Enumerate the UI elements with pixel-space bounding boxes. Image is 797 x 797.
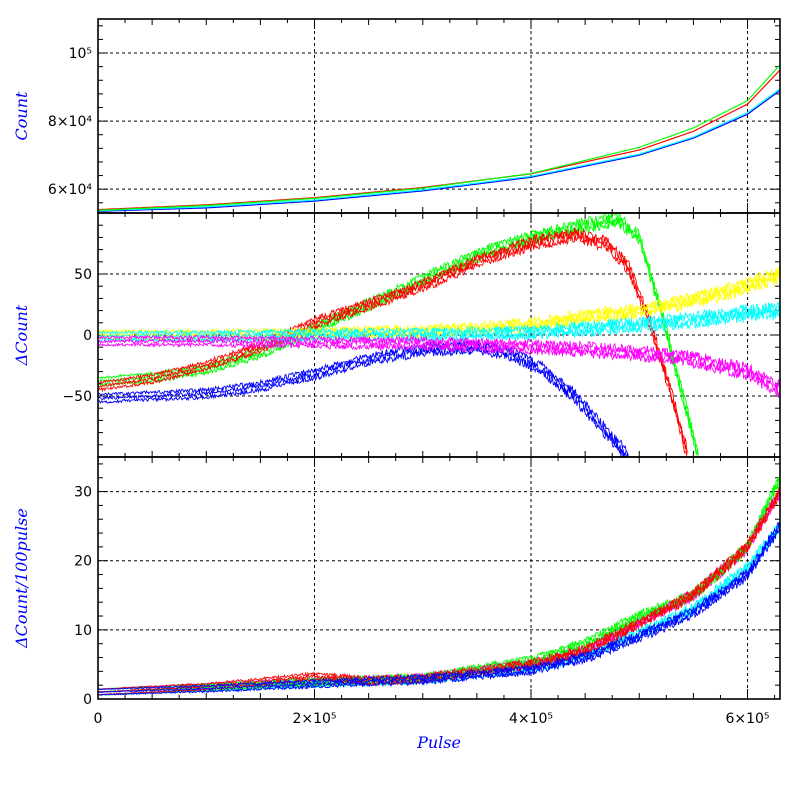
series-line-middle-5 bbox=[98, 337, 780, 394]
series-line-middle-3 bbox=[98, 266, 780, 335]
y-axis-label: Count bbox=[12, 91, 31, 140]
panel-middle: −50 0 50 ΔCount bbox=[12, 212, 781, 458]
series-line-bottom-3 bbox=[98, 492, 780, 696]
y-tick-label: 30 bbox=[74, 485, 92, 501]
series-line-middle-0 bbox=[98, 213, 699, 456]
x-tick-label: 6×10⁵ bbox=[725, 711, 769, 727]
y-tick-label: 10⁵ bbox=[69, 46, 92, 62]
y-tick-label: 50 bbox=[74, 267, 92, 283]
series-line-middle-5 bbox=[98, 333, 780, 390]
series-line-bottom-3 bbox=[98, 486, 780, 691]
series-line-middle-5 bbox=[98, 341, 780, 398]
y-tick-label: 8×10⁴ bbox=[48, 114, 92, 130]
series-line-top-0 bbox=[98, 89, 780, 212]
y-tick-label: 0 bbox=[83, 692, 92, 708]
plot-frame-top bbox=[97, 18, 781, 214]
series-line-middle-1 bbox=[98, 227, 688, 455]
series-line-bottom-1 bbox=[98, 524, 780, 696]
series-line-middle-0 bbox=[98, 219, 699, 456]
y-tick-label: 20 bbox=[74, 554, 92, 570]
x-axis-label: Pulse bbox=[416, 733, 461, 752]
x-tick-label: 0 bbox=[94, 711, 103, 727]
x-tick-label: 2×10⁵ bbox=[292, 711, 336, 727]
series-line-bottom-2 bbox=[98, 476, 780, 691]
y-axis-label: ΔCount/100pulse bbox=[12, 508, 31, 649]
series-line-middle-4 bbox=[98, 305, 780, 340]
series-line-bottom-2 bbox=[98, 478, 780, 696]
y-tick-label: 6×10⁴ bbox=[48, 182, 92, 198]
series-line-bottom-4 bbox=[98, 523, 780, 693]
series-line-bottom-2 bbox=[98, 476, 780, 693]
panel-bottom: 0 10 20 30 ΔCount/100pulse 0 2×10⁵ 4×10⁵ 6×10⁵ Pu… bbox=[12, 456, 781, 752]
series-line-bottom-4 bbox=[98, 526, 780, 696]
series-line-top-1 bbox=[98, 88, 780, 212]
series-line-middle-4 bbox=[98, 301, 780, 336]
panel-top: 6×10⁴ 8×10⁴ 10⁵ Count bbox=[12, 18, 781, 214]
y-tick-label: −50 bbox=[62, 389, 92, 405]
y-tick-label: 0 bbox=[83, 328, 92, 344]
series-line-bottom-3 bbox=[98, 490, 780, 693]
y-tick-label: 10 bbox=[74, 623, 92, 639]
series-line-top-3 bbox=[98, 64, 780, 211]
series-line-bottom-0 bbox=[98, 494, 780, 696]
series-line-bottom-0 bbox=[98, 490, 780, 691]
series-line-middle-2 bbox=[98, 342, 629, 457]
series-line-middle-2 bbox=[98, 346, 629, 457]
plot-frame-bottom bbox=[97, 456, 781, 700]
series-line-middle-3 bbox=[98, 270, 780, 339]
x-tick-label: 4×10⁵ bbox=[509, 711, 553, 727]
series-line-bottom-4 bbox=[98, 520, 780, 691]
series-line-middle-2 bbox=[98, 338, 629, 457]
series-line-bottom-0 bbox=[98, 489, 780, 693]
y-axis-label: ΔCount bbox=[12, 304, 31, 366]
series-line-middle-1 bbox=[98, 231, 689, 453]
